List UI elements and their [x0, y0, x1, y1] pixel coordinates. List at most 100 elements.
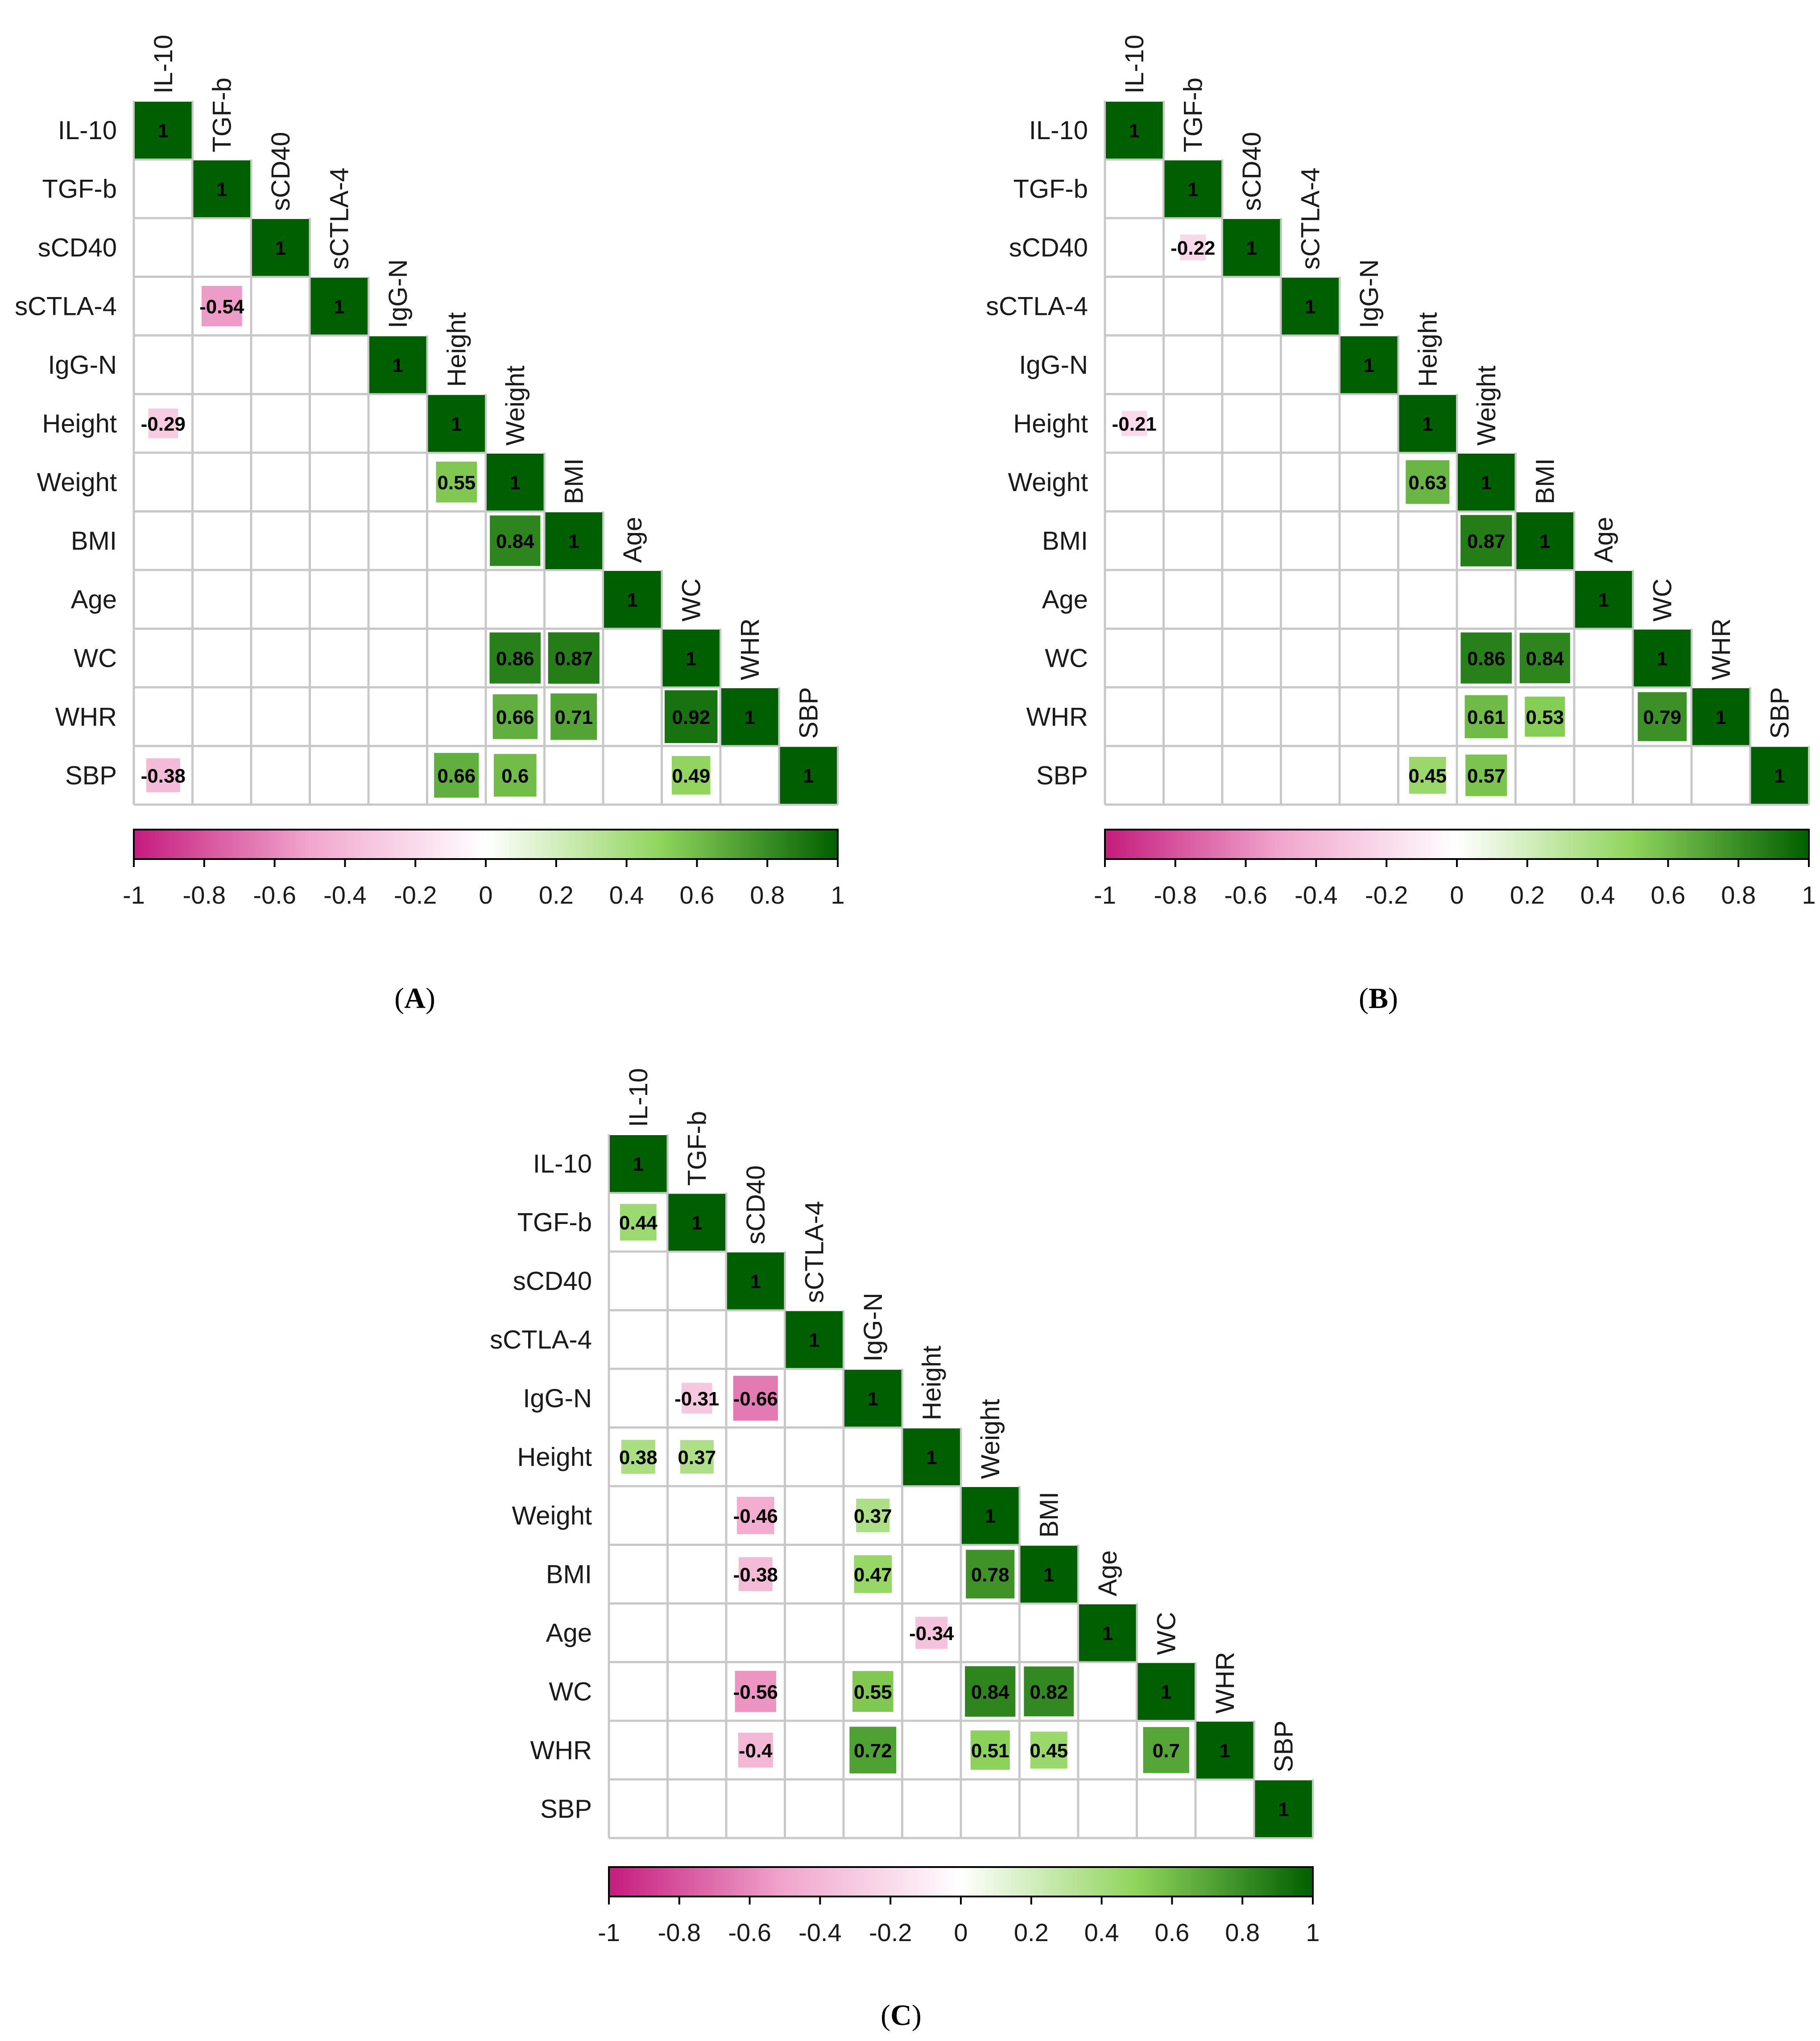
row-label-sbp: SBP [65, 761, 117, 790]
cell-diag-weight [1458, 454, 1515, 511]
cell-diag-igg-n [844, 1370, 902, 1427]
cell-value: 1 [803, 765, 814, 787]
cell-diag-wc [1138, 1663, 1195, 1720]
cell-wc-scd40 [735, 1671, 776, 1712]
cell-whr-bmi [1525, 696, 1565, 737]
cell-value: 0.45 [1030, 1740, 1068, 1762]
col-label-whr: WHR [1211, 1652, 1240, 1714]
row-label-sctla-4: sCTLA-4 [490, 1325, 592, 1354]
row-label-wc: WC [74, 644, 117, 673]
colorbar-tick-label: 1 [1306, 1918, 1320, 1946]
cell-value: 1 [1364, 355, 1374, 376]
col-label-sbp: SBP [794, 687, 823, 739]
cell-value: 0.55 [854, 1681, 892, 1703]
cell-whr-bmi [1030, 1731, 1067, 1769]
cell-diag-tgf-b [193, 160, 250, 217]
cell-height-il-10 [621, 1440, 655, 1474]
cell-diag-age [1575, 571, 1632, 628]
colorbar-tick-label: 0.4 [1580, 881, 1615, 909]
panel-b-caption: (B) [1359, 982, 1398, 1015]
cell-value: 0.86 [1467, 648, 1506, 669]
row-label-age: Age [546, 1619, 592, 1648]
row-label-il-10: IL-10 [58, 116, 117, 145]
cell-wc-weight [489, 632, 541, 684]
colorbar-tick-label: -1 [123, 881, 145, 909]
col-label-sctla-4: sCTLA-4 [800, 1201, 829, 1303]
row-label-igg-n: IgG-N [1019, 351, 1088, 380]
row-label-height: Height [1013, 409, 1088, 438]
cell-weight-height [1406, 460, 1450, 504]
cell-value: 0.37 [678, 1446, 716, 1468]
panel-c-caption: (C) [881, 1999, 922, 2032]
col-label-il-10: IL-10 [149, 35, 178, 94]
cell-value: 1 [393, 355, 403, 376]
col-label-igg-n: IgG-N [1355, 259, 1384, 328]
colorbar-tick-label: -0.6 [728, 1918, 771, 1946]
cell-diag-sctla-4 [310, 277, 368, 335]
cell-diag-height [428, 395, 485, 452]
colorbar-tick-label: 0.2 [539, 881, 574, 909]
cell-age-height [915, 1616, 948, 1649]
cell-diag-scd40 [727, 1252, 784, 1310]
cell-bmi-weight [966, 1549, 1015, 1599]
cell-value: 1 [1161, 1681, 1171, 1703]
cell-diag-height [1399, 395, 1456, 452]
row-label-scd40: sCD40 [1009, 233, 1088, 262]
colorbar-tick-label: 0.8 [750, 881, 785, 909]
cell-value: 0.84 [971, 1681, 1009, 1703]
cell-diag-height [903, 1428, 960, 1485]
row-label-age: Age [71, 585, 117, 614]
cell-value: 1 [750, 1271, 761, 1293]
cell-value: -0.34 [909, 1623, 954, 1644]
cell-whr-igg-n [849, 1727, 897, 1774]
colorbar-tick-label: 0.8 [1225, 1918, 1260, 1946]
colorbar-tick-label: -0.2 [394, 881, 437, 909]
cell-value: 1 [158, 120, 169, 142]
panel-c: IL-10 TGF-b sCD40 sCTLA-4 IgG-N Height Weight B… [490, 1068, 1320, 2032]
row-label-whr: WHR [1026, 702, 1088, 731]
row-label-scd40: sCD40 [513, 1267, 592, 1296]
colorbar-tick-label: -1 [1094, 881, 1116, 909]
row-label-il-10: IL-10 [1029, 116, 1088, 145]
col-label-wc: WC [1152, 1612, 1181, 1655]
col-label-sbp: SBP [1269, 1720, 1298, 1772]
cell-value: -0.54 [199, 296, 244, 318]
cell-value: 1 [568, 530, 579, 552]
row-label-height: Height [42, 409, 117, 438]
colorbar-tick-label: -0.4 [798, 1918, 842, 1946]
row-label-sctla-4: sCTLA-4 [15, 292, 117, 321]
cell-diag-sbp [1751, 747, 1808, 804]
cell-value: 1 [868, 1388, 878, 1410]
cell-value: 0.7 [1153, 1740, 1180, 1762]
colorbar-tick-label: -0.8 [658, 1918, 701, 1946]
colorbar-tick-label: -0.6 [1224, 881, 1267, 909]
cell-whr-wc [665, 690, 718, 743]
colorbar-tick-label: 0.8 [1721, 881, 1756, 909]
cell-value: -0.38 [733, 1564, 778, 1586]
col-label-il-10: IL-10 [624, 1068, 653, 1127]
col-label-igg-n: IgG-N [859, 1293, 888, 1362]
cell-value: -0.22 [1171, 237, 1215, 259]
cell-value: 0.38 [619, 1446, 658, 1468]
cell-weight-igg-n [856, 1499, 890, 1533]
colorbar-tick-label: 0.4 [609, 881, 644, 909]
cell-diag-scd40 [1223, 219, 1280, 276]
cell-wc-weight [1460, 632, 1512, 684]
panel-c-colorbar [608, 1866, 1314, 1897]
cell-value: 1 [985, 1505, 996, 1527]
row-label-wc: WC [1045, 644, 1088, 673]
row-label-age: Age [1042, 585, 1088, 614]
colorbar-tick-label: 0 [954, 1918, 968, 1946]
cell-whr-wc [1143, 1727, 1189, 1773]
col-label-tgf-b: TGF-b [1179, 78, 1208, 153]
cell-bmi-weight [490, 515, 541, 566]
colorbar-tick-label: 0.6 [679, 881, 714, 909]
cell-weight-height [436, 461, 477, 503]
cell-value: 1 [926, 1446, 937, 1468]
cell-whr-weight [970, 1730, 1010, 1770]
cell-diag-sctla-4 [786, 1311, 843, 1368]
colorbar-tick-label: -0.8 [183, 881, 226, 909]
cell-igg-n-scd40 [733, 1376, 778, 1421]
panel-a-grid [132, 101, 839, 806]
cell-sbp-wc [672, 756, 711, 795]
